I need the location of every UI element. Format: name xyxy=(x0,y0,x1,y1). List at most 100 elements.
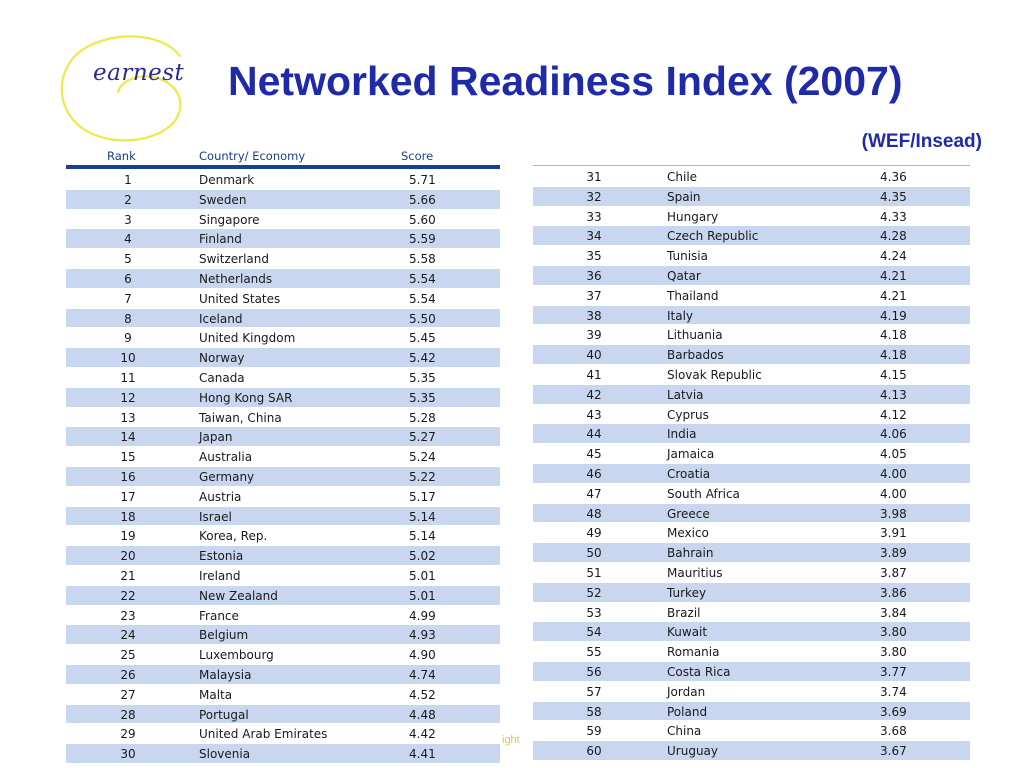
country-cell: India xyxy=(667,427,697,442)
country-cell: Singapore xyxy=(199,212,260,227)
table-row: 12 Hong Kong SAR 5.35 xyxy=(66,387,500,408)
rank-cell: 48 xyxy=(586,506,602,521)
rank-cell: 13 xyxy=(120,410,136,425)
table-row: 5 Switzerland 5.58 xyxy=(66,249,500,269)
table-row: 49 Mexico 3.91 xyxy=(533,523,970,544)
country-cell: Costa Rica xyxy=(667,664,731,679)
table-row: 17 Austria 5.17 xyxy=(66,487,500,507)
country-cell: Czech Republic xyxy=(667,229,759,244)
score-cell: 5.14 xyxy=(409,529,436,544)
country-cell: Mexico xyxy=(667,526,709,541)
table-row: 21 Ireland 5.01 xyxy=(66,566,500,586)
score-cell: 5.71 xyxy=(409,173,436,187)
score-cell: 3.67 xyxy=(880,744,907,759)
table-row: 18 Israel 5.14 xyxy=(66,506,500,527)
rank-cell: 43 xyxy=(586,407,602,422)
score-cell: 3.91 xyxy=(880,526,907,541)
country-cell: South Africa xyxy=(667,486,740,501)
country-cell: Denmark xyxy=(199,173,255,187)
score-cell: 3.86 xyxy=(880,585,907,600)
rank-cell: 16 xyxy=(120,469,136,484)
score-cell: 3.89 xyxy=(880,546,907,561)
rank-cell: 56 xyxy=(586,664,602,679)
table-row: 29 United Arab Emirates 4.42 xyxy=(66,724,500,745)
table-row: 46 Croatia 4.00 xyxy=(533,463,970,484)
table-row: 45 Jamaica 4.05 xyxy=(533,444,970,464)
rank-cell: 46 xyxy=(586,466,602,481)
rank-cell: 59 xyxy=(586,724,602,739)
table-row: 2 Sweden 5.66 xyxy=(66,189,500,210)
country-cell: France xyxy=(199,608,239,623)
score-cell: 5.27 xyxy=(409,430,436,445)
rank-cell: 49 xyxy=(586,526,602,541)
score-cell: 3.87 xyxy=(880,565,907,580)
country-cell: Poland xyxy=(667,704,708,719)
table-row: 19 Korea, Rep. 5.14 xyxy=(66,526,500,547)
rank-cell: 47 xyxy=(586,486,602,501)
rank-cell: 40 xyxy=(586,348,602,363)
table-row: 31 Chile 4.36 xyxy=(533,167,970,187)
score-cell: 4.13 xyxy=(880,387,907,402)
table-row: 48 Greece 3.98 xyxy=(533,503,970,524)
country-cell: Ireland xyxy=(199,568,241,583)
score-cell: 5.22 xyxy=(409,469,436,484)
table-row: 57 Jordan 3.74 xyxy=(533,682,970,702)
rank-cell: 28 xyxy=(120,707,136,722)
score-cell: 4.19 xyxy=(880,308,907,323)
rank-cell: 34 xyxy=(586,229,602,244)
score-cell: 5.60 xyxy=(409,212,436,227)
rank-cell: 57 xyxy=(586,684,602,699)
country-cell: Portugal xyxy=(199,707,249,722)
rank-cell: 50 xyxy=(586,546,602,561)
country-cell: Mauritius xyxy=(667,565,723,580)
rank-cell: 12 xyxy=(120,390,136,405)
table-row: 51 Mauritius 3.87 xyxy=(533,563,970,583)
table-row: 55 Romania 3.80 xyxy=(533,642,970,662)
rank-cell: 25 xyxy=(120,648,136,663)
rank-cell: 4 xyxy=(124,232,132,247)
country-cell: Korea, Rep. xyxy=(199,529,268,544)
earnest-logo xyxy=(60,35,182,142)
table-row: 34 Czech Republic 4.28 xyxy=(533,226,970,247)
table-row: 28 Portugal 4.48 xyxy=(66,704,500,725)
score-cell: 4.18 xyxy=(880,328,907,343)
rank-cell: 45 xyxy=(586,447,602,462)
country-cell: Romania xyxy=(667,645,720,660)
score-cell: 4.36 xyxy=(880,170,907,184)
table-row: 36 Qatar 4.21 xyxy=(533,265,970,286)
score-cell: 4.21 xyxy=(880,268,907,283)
rank-cell: 11 xyxy=(120,370,136,385)
score-cell: 4.28 xyxy=(880,229,907,244)
score-cell: 4.18 xyxy=(880,348,907,363)
country-cell: United Arab Emirates xyxy=(199,727,328,742)
country-cell: Malta xyxy=(199,687,233,702)
score-cell: 3.98 xyxy=(880,506,907,521)
footnote-text: ight xyxy=(502,734,520,746)
table-row: 4 Finland 5.59 xyxy=(66,229,500,250)
table-row: 8 Iceland 5.50 xyxy=(66,308,500,329)
table-row: 25 Luxembourg 4.90 xyxy=(66,645,500,665)
rank-cell: 37 xyxy=(586,288,602,303)
table-row: 38 Italy 4.19 xyxy=(533,305,970,326)
score-cell: 4.24 xyxy=(880,249,907,264)
table-row: 44 India 4.06 xyxy=(533,424,970,445)
score-cell: 5.66 xyxy=(409,192,436,207)
score-header: Score xyxy=(401,149,434,163)
table-row: 47 South Africa 4.00 xyxy=(533,484,970,504)
rank-cell: 27 xyxy=(120,687,136,702)
table-row: 54 Kuwait 3.80 xyxy=(533,622,970,643)
rank-cell: 14 xyxy=(120,430,136,445)
country-cell: Luxembourg xyxy=(199,648,274,663)
country-cell: Canada xyxy=(199,370,245,385)
country-cell: Slovenia xyxy=(199,747,251,762)
table-row: 56 Costa Rica 3.77 xyxy=(533,661,970,682)
score-cell: 3.68 xyxy=(880,724,907,739)
country-cell: Jamaica xyxy=(667,447,715,462)
rank-cell: 22 xyxy=(120,588,136,603)
table-row: 50 Bahrain 3.89 xyxy=(533,543,970,563)
country-cell: Spain xyxy=(667,189,701,204)
score-cell: 4.00 xyxy=(880,486,907,501)
rank-cell: 24 xyxy=(120,628,136,643)
score-cell: 4.90 xyxy=(409,648,436,663)
rank-cell: 42 xyxy=(586,387,602,402)
